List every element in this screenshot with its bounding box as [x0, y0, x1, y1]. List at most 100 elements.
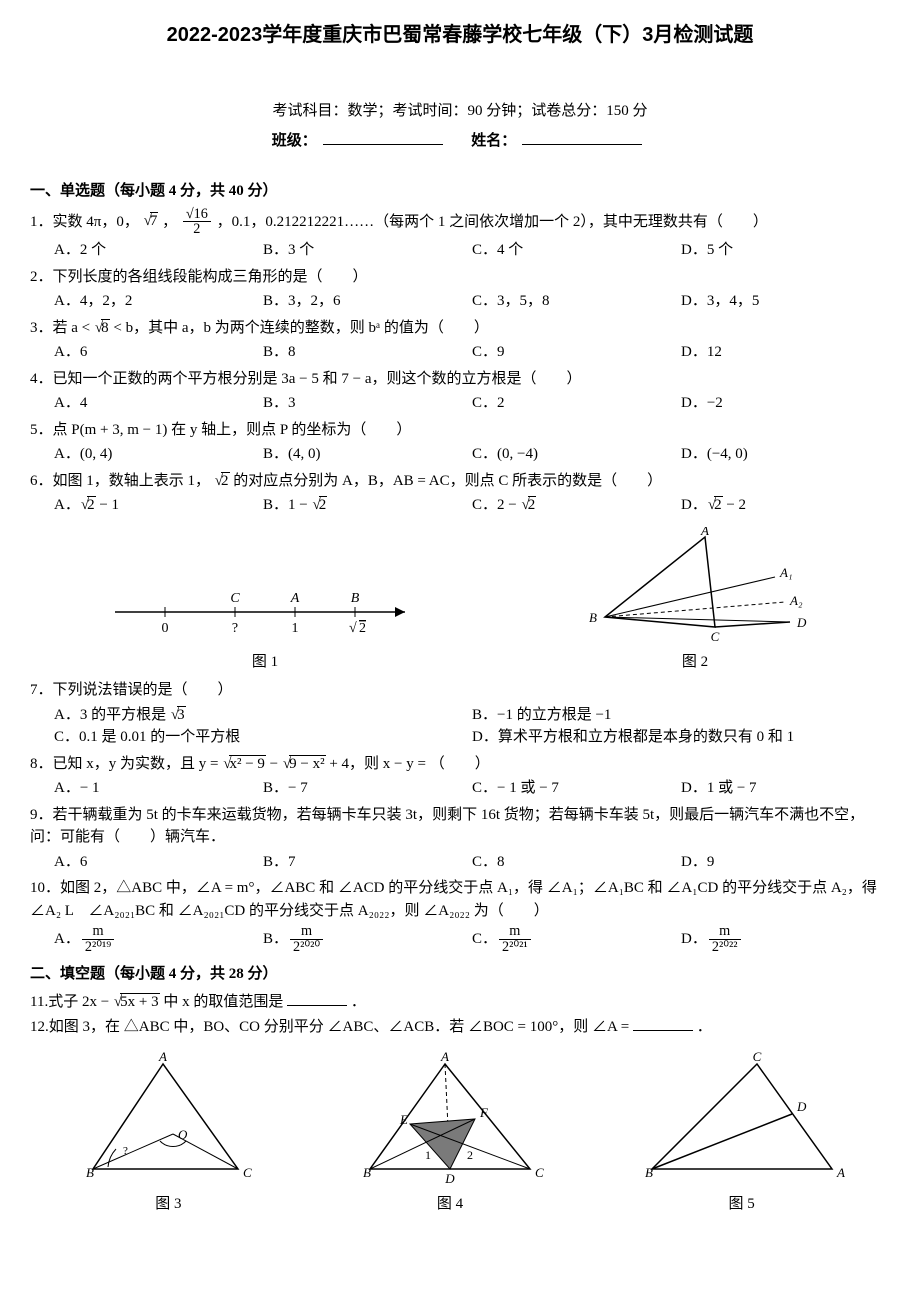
q5-choice-b: B．(4, 0) — [263, 443, 472, 466]
q6-choices: A．2 − 1 B．1 − 2 C．2 − 2 D．2 − 2 — [54, 494, 890, 517]
section-1-header: 一、单选题（每小题 4 分，共 40 分） — [30, 180, 890, 203]
fig2-B: B — [589, 610, 597, 625]
q6-choice-a: A．2 − 1 — [54, 494, 263, 517]
figure-row-1: 0 ? 1 √2 C A B 图 1 A B C D A₁ A₂ 图 2 — [30, 527, 890, 674]
q2-choice-d: D．3，4，5 — [681, 290, 890, 313]
figure-4-svg: A B C D E F 1 2 — [345, 1049, 555, 1189]
section-2-header: 二、填空题（每小题 4 分，共 28 分） — [30, 963, 890, 986]
sqrt-9-x2: 9 − x² — [283, 753, 326, 776]
q7-choice-b: B．−1 的立方根是 −1 — [472, 704, 890, 727]
q4-choice-a: A．4 — [54, 392, 263, 415]
fig1-C: C — [230, 591, 240, 606]
fig5-A: A — [836, 1165, 845, 1180]
q12-blank[interactable] — [633, 1015, 693, 1031]
sqrt-2: 2 — [215, 470, 230, 493]
q5-choices: A．(0, 4) B．(4, 0) C．(0, −4) D．(−4, 0) — [54, 443, 890, 466]
fig5-B: B — [645, 1165, 653, 1180]
fig5-C: C — [752, 1049, 761, 1064]
q6-choice-b: B．1 − 2 — [263, 494, 472, 517]
fig3-O: O — [178, 1127, 188, 1142]
fig4-E: E — [399, 1112, 408, 1127]
svg-text:√: √ — [349, 621, 357, 636]
figure-3-svg: A B C O ? — [68, 1049, 268, 1189]
fig2-A2: A₂ — [789, 593, 803, 608]
figure-2-caption: 图 2 — [575, 651, 815, 674]
q4-choices: A．4 B．3 C．2 D．−2 — [54, 392, 890, 415]
q10-choice-a: A．m2²⁰¹⁹ — [54, 924, 263, 955]
class-label: 班级： — [272, 133, 317, 149]
q2-choice-a: A．4，2，2 — [54, 290, 263, 313]
q5-choice-a: A．(0, 4) — [54, 443, 263, 466]
q9-choice-d: D．9 — [681, 851, 890, 874]
fig3-B: B — [86, 1165, 94, 1180]
figure-4: A B C D E F 1 2 图 4 — [345, 1049, 555, 1216]
fill-row: 班级： 姓名： — [30, 129, 890, 153]
frac-sqrt16-2: √16 2 — [183, 207, 211, 238]
q4-choice-b: B．3 — [263, 392, 472, 415]
q8-choice-a: A．− 1 — [54, 777, 263, 800]
q4-choice-d: D．−2 — [681, 392, 890, 415]
fig2-C: C — [711, 629, 720, 644]
q2-choice-c: C．3，5，8 — [472, 290, 681, 313]
exam-info: 考试科目：数学；考试时间：90 分钟；试卷总分：150 分 — [30, 100, 890, 123]
figure-5-svg: C B A D — [632, 1049, 852, 1189]
q9-choice-b: B．7 — [263, 851, 472, 874]
q10-choice-d: D．m2²⁰²² — [681, 924, 890, 955]
fig1-sqrt2: 2 — [359, 621, 366, 636]
name-blank[interactable] — [522, 129, 642, 145]
figure-3-caption: 图 3 — [68, 1193, 268, 1216]
figure-1-caption: 图 1 — [105, 651, 425, 674]
q7-choices: A．3 的平方根是 3 B．−1 的立方根是 −1 C．0.1 是 0.01 的… — [54, 704, 890, 749]
fig4-1: 1 — [425, 1148, 431, 1162]
figure-3: A B C O ? 图 3 — [68, 1049, 268, 1216]
fig1-1: 1 — [292, 621, 299, 636]
q8-choice-b: B．− 7 — [263, 777, 472, 800]
question-6: 6．如图 1，数轴上表示 1， 2 的对应点分别为 A，B，AB = AC，则点… — [30, 470, 890, 493]
question-9: 9．若干辆载重为 5t 的卡车来运载货物，若每辆卡车只装 3t，则剩下 16t … — [30, 804, 890, 849]
fig4-B: B — [363, 1165, 371, 1180]
fig4-F: F — [479, 1105, 489, 1120]
class-blank[interactable] — [323, 129, 443, 145]
q6-choice-d: D．2 − 2 — [681, 494, 890, 517]
q1-choice-d: D．5 个 — [681, 239, 890, 262]
fig1-A: A — [290, 591, 300, 606]
q2-choice-b: B．3，2，6 — [263, 290, 472, 313]
q3-choices: A．6 B．8 C．9 D．12 — [54, 341, 890, 364]
q1-stem-a: 1．实数 4π，0， — [30, 213, 139, 229]
question-12: 12.如图 3，在 △ABC 中，BO、CO 分别平分 ∠ABC、∠ACB．若 … — [30, 1015, 890, 1039]
q8-choices: A．− 1 B．− 7 C．− 1 或 − 7 D．1 或 − 7 — [54, 777, 890, 800]
figure-row-2: A B C O ? 图 3 A B C D E F 1 2 图 4 — [30, 1049, 890, 1216]
figure-4-caption: 图 4 — [345, 1193, 555, 1216]
figure-1-svg: 0 ? 1 √2 C A B — [105, 567, 425, 647]
question-7: 7．下列说法错误的是（ ） — [30, 679, 890, 702]
question-8: 8．已知 x，y 为实数，且 y = x² − 9 − 9 − x² + 4，则… — [30, 753, 890, 776]
q5-choice-c: C．(0, −4) — [472, 443, 681, 466]
page-title: 2022-2023学年度重庆市巴蜀常春藤学校七年级（下）3月检测试题 — [30, 20, 890, 50]
question-4: 4．已知一个正数的两个平方根分别是 3a − 5 和 7 − a，则这个数的立方… — [30, 368, 890, 391]
q6-choice-c: C．2 − 2 — [472, 494, 681, 517]
q3-choice-d: D．12 — [681, 341, 890, 364]
fig2-A1: A₁ — [779, 565, 792, 580]
q3-choice-b: B．8 — [263, 341, 472, 364]
q7-choice-d: D．算术平方根和立方根都是本身的数只有 0 和 1 — [472, 726, 890, 749]
fig4-2: 2 — [467, 1148, 473, 1162]
q1-choice-a: A．2 个 — [54, 239, 263, 262]
q3-choice-c: C．9 — [472, 341, 681, 364]
q8-choice-d: D．1 或 − 7 — [681, 777, 890, 800]
q10-choice-b: B．m2²⁰²⁰ — [263, 924, 472, 955]
name-label: 姓名： — [471, 133, 516, 149]
question-1: 1．实数 4π，0， 7 ， √16 2 ，0.1，0.212212221……（… — [30, 207, 890, 238]
fig4-C: C — [535, 1165, 544, 1180]
figure-2-svg: A B C D A₁ A₂ — [575, 527, 815, 647]
sqrt-x2-9: x² − 9 — [223, 753, 266, 776]
q1-stem-b: ，0.1，0.212212221……（每两个 1 之间依次增加一个 2），其中无… — [217, 213, 768, 229]
fig3-A: A — [158, 1049, 167, 1064]
figure-2: A B C D A₁ A₂ 图 2 — [575, 527, 815, 674]
fig2-D: D — [796, 615, 807, 630]
question-2: 2．下列长度的各组线段能构成三角形的是（ ） — [30, 266, 890, 289]
q1-choices: A．2 个 B．3 个 C．4 个 D．5 个 — [54, 239, 890, 262]
question-10: 10．如图 2，△ABC 中，∠A = m°，∠ABC 和 ∠ACD 的平分线交… — [30, 877, 890, 922]
q3-choice-a: A．6 — [54, 341, 263, 364]
question-3: 3．若 a < 8 < b，其中 a，b 为两个连续的整数，则 bᵃ 的值为（ … — [30, 317, 890, 340]
q11-blank[interactable] — [287, 990, 347, 1006]
